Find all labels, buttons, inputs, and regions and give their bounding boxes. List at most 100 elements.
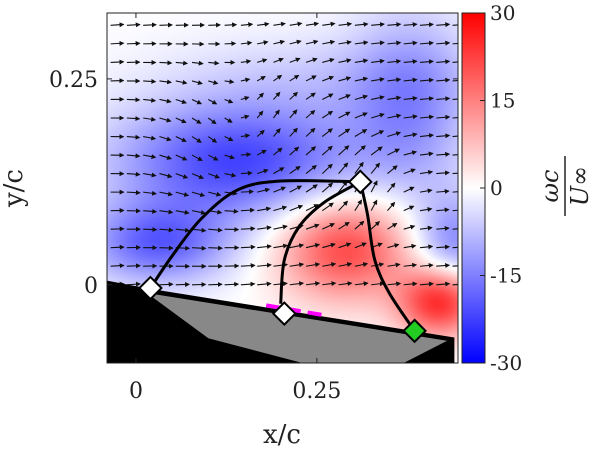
diamond-marker [347,169,373,195]
velocity-arrow [452,117,458,119]
velocity-arrow [305,164,317,175]
velocity-arrow [257,187,271,193]
velocity-arrow [240,207,255,213]
velocity-arrow [143,190,157,196]
colorbar-tick-label: 0 [490,176,503,200]
velocity-arrow [289,185,303,193]
velocity-arrow [452,42,458,45]
velocity-arrow [175,79,188,85]
velocity-arrow [257,58,268,64]
velocity-arrow [387,148,400,156]
velocity-arrow [354,220,365,230]
velocity-arrow [371,58,385,64]
velocity-arrow [436,225,450,231]
velocity-arrow [289,204,304,212]
velocity-arrow [175,154,188,161]
diamond-marker [271,301,297,327]
velocity-arrow [240,244,256,250]
velocity-arrow [159,79,173,85]
velocity-arrow [370,112,385,119]
velocity-arrow [126,134,141,140]
velocity-arrow [370,162,381,174]
velocity-arrow [126,116,141,122]
velocity-arrow [387,222,398,230]
velocity-arrow [371,40,385,46]
velocity-arrow [273,91,281,100]
velocity-arrow [159,136,172,142]
velocity-arrow [452,135,458,138]
velocity-arrow [338,21,353,27]
velocity-arrow [322,21,336,27]
velocity-arrow [436,188,450,194]
velocity-arrow [208,98,218,105]
velocity-arrow [224,136,234,142]
velocity-arrow [419,151,434,157]
velocity-arrow [338,221,350,230]
velocity-arrow [208,173,221,179]
velocity-arrow [436,151,451,157]
velocity-arrow [126,22,141,28]
velocity-arrow [354,199,362,211]
velocity-arrow [370,146,383,156]
velocity-arrow [354,40,369,46]
velocity-arrow [110,59,125,65]
velocity-arrow [452,191,458,193]
velocity-arrow [370,220,381,230]
velocity-arrow [403,40,418,46]
velocity-arrow [436,22,451,28]
velocity-arrow [143,97,157,103]
velocity-arrow [338,262,353,267]
velocity-arrow [126,153,141,159]
colorbar-label-denominator: U∞ [566,166,594,206]
velocity-arrow [387,243,400,249]
velocity-arrow [436,96,451,102]
velocity-arrow [192,245,207,251]
velocity-arrow [354,94,369,100]
velocity-arrow [354,21,369,27]
velocity-arrow [321,202,334,212]
velocity-arrow [321,145,333,156]
velocity-arrow [175,60,189,66]
velocity-arrow [240,22,254,28]
velocity-arrow [273,186,287,193]
velocity-arrow [371,22,385,27]
velocity-arrow [338,58,352,64]
velocity-arrow [273,243,289,249]
velocity-arrow [436,263,451,268]
velocity-arrow [289,39,302,45]
velocity-arrow [354,58,369,64]
velocity-arrow [419,22,434,28]
velocity-arrow [403,243,417,249]
velocity-arrow [338,111,351,119]
magenta-segment [265,303,325,318]
velocity-arrow [240,77,251,83]
velocity-arrow [354,76,369,82]
velocity-arrow [371,77,385,82]
velocity-arrow [387,281,402,287]
y-tick-label: 0 [84,274,98,299]
velocity-arrow [273,224,288,230]
velocity-arrow [126,263,141,269]
velocity-arrow [273,167,285,175]
velocity-vectors [110,21,458,287]
velocity-arrow [419,244,434,250]
velocity-arrow [403,281,418,287]
velocity-arrow [175,136,187,142]
velocity-arrow [143,172,157,178]
velocity-arrow [452,172,458,175]
velocity-arrow [305,281,321,287]
velocity-arrow [224,154,235,160]
velocity-arrow [322,110,334,119]
velocity-arrow [338,162,349,174]
velocity-arrow [387,113,402,119]
velocity-arrow [387,262,401,268]
velocity-arrow [240,281,256,287]
plot-frame [106,12,459,364]
velocity-arrow [419,281,434,287]
velocity-arrow [452,61,458,63]
velocity-arrow [305,57,318,63]
velocity-arrow [126,41,141,46]
velocity-arrow [403,205,415,212]
velocity-arrow [143,227,158,233]
